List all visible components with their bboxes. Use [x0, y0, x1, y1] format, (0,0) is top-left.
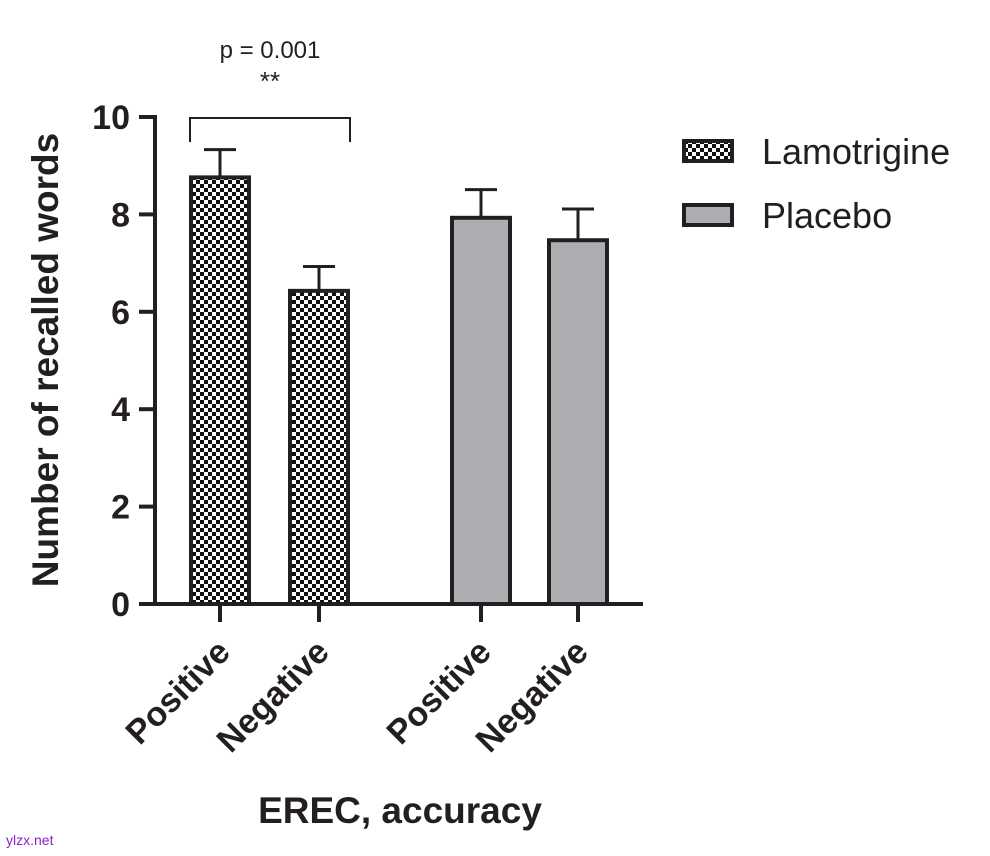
- y-tick-label: 10: [92, 99, 130, 137]
- y-tick-label: 0: [111, 586, 130, 624]
- bar-placebo: [450, 215, 512, 607]
- legend-swatch-placebo: [682, 203, 734, 227]
- y-axis-label: Number of recalled words: [25, 133, 66, 587]
- y-tick-label: 6: [111, 294, 130, 332]
- y-tick-label: 2: [111, 489, 130, 527]
- bar-placebo: [547, 238, 609, 606]
- bar-lamotrigine: [189, 175, 251, 606]
- bar-lamotrigine: [288, 288, 350, 606]
- significance-stars: **: [260, 66, 280, 96]
- legend-label-placebo: Placebo: [762, 195, 892, 236]
- x-axis-label: EREC, accuracy: [258, 790, 542, 831]
- significance-bracket: [189, 117, 351, 142]
- legend-label-lamotrigine: Lamotrigine: [762, 131, 950, 172]
- y-tick-label: 8: [111, 196, 130, 234]
- p-value-annotation: p = 0.001: [220, 37, 321, 64]
- watermark: ylzx.net: [6, 832, 54, 848]
- legend: Lamotrigine Placebo: [682, 131, 950, 236]
- legend-swatch-lamotrigine: [682, 139, 734, 163]
- y-tick-label: 4: [111, 391, 130, 429]
